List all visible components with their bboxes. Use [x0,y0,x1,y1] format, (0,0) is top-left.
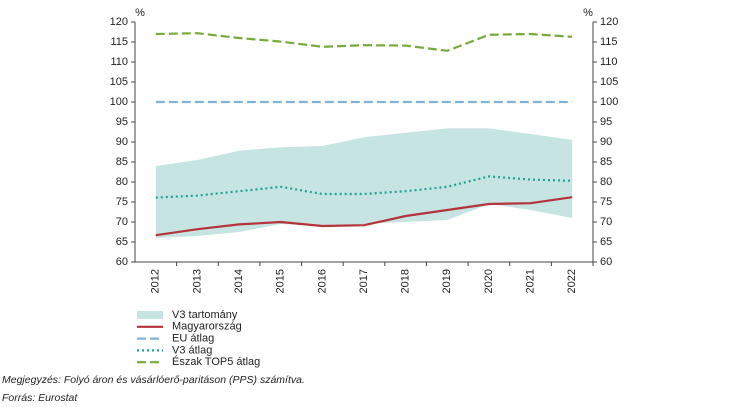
legend-label: V3 tartomány [172,309,238,321]
y2-tick-label: 110 [600,56,618,68]
y2-tick-label: 70 [600,216,612,228]
x-tick-label: 2017 [358,269,370,293]
x-tick-label: 2019 [441,269,453,293]
y2-tick-label: 75 [600,196,612,208]
source: Forrás: Eurostat [2,392,78,404]
y2-tick-label: 90 [600,136,612,148]
y-unit: % [135,7,145,19]
y2-tick-label: 100 [600,96,618,108]
y2-tick-label: 115 [600,36,618,48]
y-tick-label: 95 [116,116,128,128]
legend-label: Észak TOP5 átlag [172,355,260,368]
y-tick-label: 60 [116,256,128,268]
y2-tick-label: 80 [600,176,612,188]
x-tick-label: 2014 [233,269,245,293]
y2-tick-label: 65 [600,236,612,248]
y2-tick-label: 85 [600,156,612,168]
y2-unit: % [583,7,593,19]
y-tick-label: 105 [110,76,128,88]
y-tick-label: 100 [110,96,128,108]
y-tick-label: 120 [110,16,128,28]
line [155,196,573,237]
y-tick-label: 75 [116,196,128,208]
x-tick-label: 2013 [191,269,203,293]
legend-label: V3 átlag [172,344,212,356]
x-tick-label: 2018 [400,269,412,293]
y2-tick-label: 60 [600,256,612,268]
note: Megjegyzés: Folyó áron és vásárlóerő-par… [2,374,305,386]
x-tick-label: 2021 [524,269,536,293]
line [155,32,573,52]
x-tick-label: 2022 [566,269,578,293]
y2-tick-label: 95 [600,116,612,128]
legend-label: Magyarország [172,321,242,333]
y2-tick-label: 120 [600,16,618,28]
y-tick-label: 85 [116,156,128,168]
legend-swatch [137,311,163,319]
range-area [155,128,573,238]
x-tick-label: 2012 [150,269,162,293]
y-tick-label: 70 [116,216,128,228]
y2-tick-label: 105 [600,76,618,88]
x-tick-label: 2020 [483,269,495,293]
y-tick-label: 80 [116,176,128,188]
y-tick-label: 65 [116,236,128,248]
x-tick-label: 2015 [275,269,287,293]
x-tick-label: 2016 [316,269,328,293]
y-tick-label: 90 [116,136,128,148]
y-tick-label: 110 [110,56,128,68]
legend-label: EU átlag [172,333,214,345]
y-tick-label: 115 [110,36,128,48]
